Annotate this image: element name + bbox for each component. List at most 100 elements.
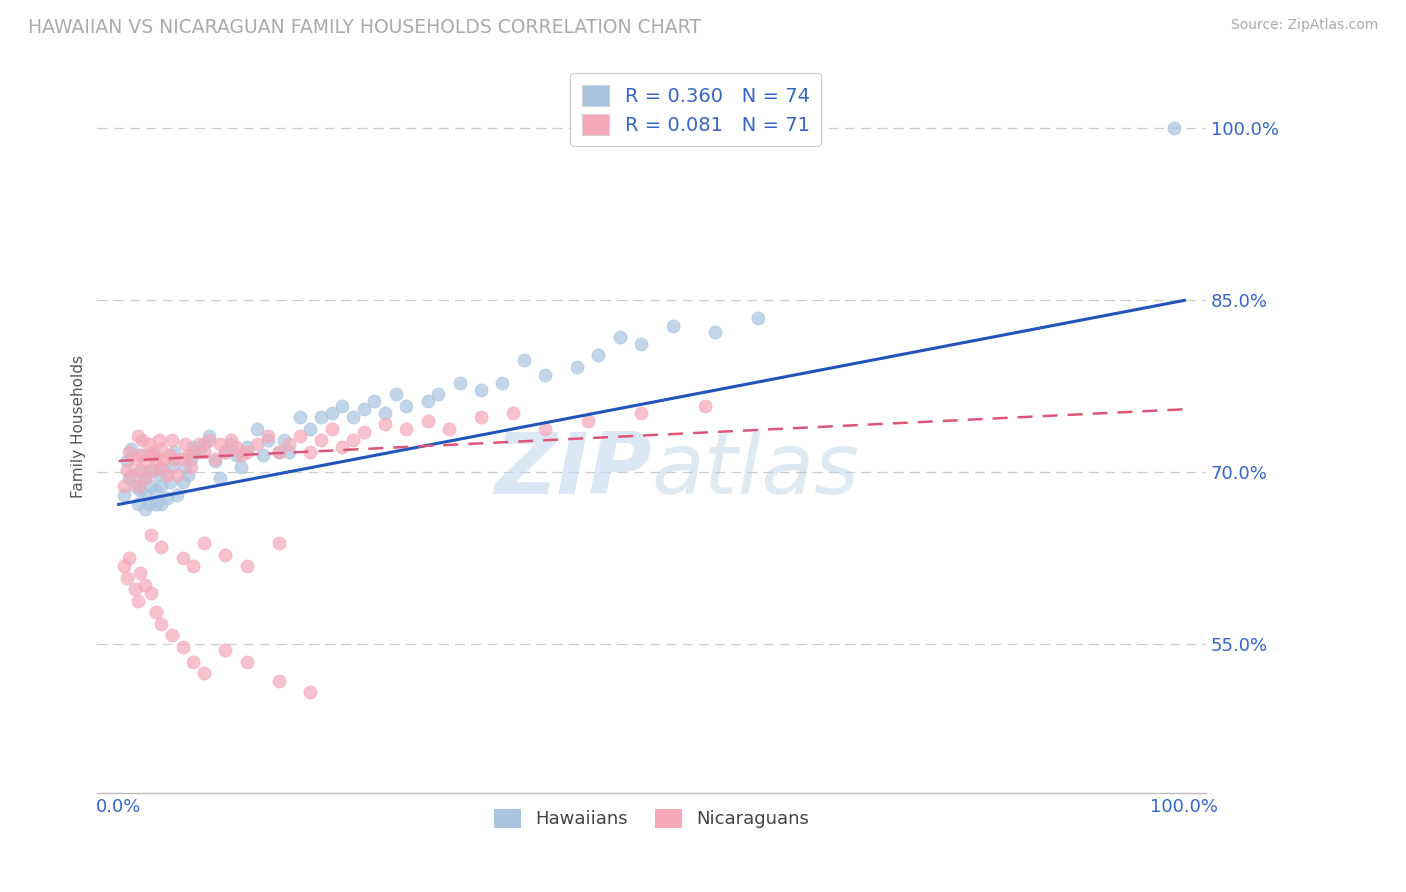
Point: [321, 422, 343, 436]
Point: [142, 463, 165, 477]
Point: [127, 498, 149, 512]
Point: [163, 444, 186, 458]
Point: [129, 463, 152, 477]
Point: [118, 471, 141, 485]
Point: [187, 436, 209, 450]
Point: [129, 483, 152, 497]
Point: [145, 498, 167, 512]
Point: [124, 479, 146, 493]
Point: [257, 428, 280, 442]
Point: [342, 410, 364, 425]
Point: [257, 434, 280, 448]
Point: [267, 673, 290, 688]
Point: [129, 448, 152, 462]
Point: [160, 459, 183, 474]
Point: [231, 448, 253, 462]
Point: [1163, 121, 1185, 136]
Point: [166, 488, 188, 502]
Point: [159, 448, 181, 462]
Point: [470, 410, 492, 425]
Point: [150, 540, 173, 554]
Point: [198, 428, 221, 442]
Point: [118, 444, 141, 458]
Text: HAWAIIAN VS NICARAGUAN FAMILY HOUSEHOLDS CORRELATION CHART: HAWAIIAN VS NICARAGUAN FAMILY HOUSEHOLDS…: [28, 18, 702, 37]
Point: [235, 444, 257, 458]
Point: [246, 436, 269, 450]
Point: [134, 471, 156, 485]
Point: [299, 422, 322, 436]
Point: [273, 434, 295, 448]
Point: [235, 559, 257, 574]
Point: [156, 491, 179, 505]
Point: [576, 414, 599, 428]
Point: [214, 444, 236, 458]
Y-axis label: Family Households: Family Households: [72, 355, 86, 498]
Point: [374, 406, 396, 420]
Point: [534, 368, 557, 382]
Point: [193, 444, 215, 458]
Point: [491, 376, 513, 390]
Point: [309, 434, 332, 448]
Point: [208, 471, 231, 485]
Point: [342, 434, 364, 448]
Point: [470, 383, 492, 397]
Point: [142, 448, 165, 462]
Point: [384, 387, 406, 401]
Point: [139, 528, 162, 542]
Point: [395, 399, 418, 413]
Point: [267, 444, 290, 458]
Point: [112, 479, 135, 493]
Point: [160, 434, 183, 448]
Point: [131, 434, 153, 448]
Text: ZIP: ZIP: [494, 429, 651, 512]
Point: [173, 459, 195, 474]
Point: [127, 593, 149, 607]
Point: [288, 428, 311, 442]
Point: [180, 459, 202, 474]
Point: [193, 536, 215, 550]
Point: [134, 488, 156, 502]
Point: [214, 643, 236, 657]
Point: [252, 448, 274, 462]
Point: [309, 410, 332, 425]
Point: [172, 475, 194, 489]
Point: [120, 467, 142, 482]
Point: [246, 422, 269, 436]
Point: [353, 402, 375, 417]
Point: [145, 451, 167, 466]
Point: [225, 448, 247, 462]
Point: [198, 434, 221, 448]
Point: [172, 640, 194, 654]
Point: [177, 448, 200, 462]
Point: [150, 479, 173, 493]
Point: [416, 414, 439, 428]
Point: [427, 387, 450, 401]
Point: [214, 444, 236, 458]
Point: [152, 451, 174, 466]
Point: [112, 488, 135, 502]
Point: [134, 577, 156, 591]
Point: [173, 436, 195, 450]
Point: [747, 310, 769, 325]
Point: [124, 582, 146, 597]
Point: [172, 451, 194, 466]
Point: [138, 436, 160, 450]
Point: [120, 442, 142, 457]
Point: [321, 406, 343, 420]
Point: [693, 399, 716, 413]
Point: [127, 479, 149, 493]
Point: [150, 498, 173, 512]
Point: [139, 479, 162, 493]
Point: [299, 444, 322, 458]
Point: [180, 451, 202, 466]
Point: [118, 551, 141, 566]
Point: [163, 451, 186, 466]
Text: Source: ZipAtlas.com: Source: ZipAtlas.com: [1230, 18, 1378, 32]
Point: [630, 337, 652, 351]
Point: [112, 559, 135, 574]
Point: [193, 436, 215, 450]
Point: [150, 459, 173, 474]
Point: [145, 483, 167, 497]
Point: [187, 444, 209, 458]
Point: [181, 444, 204, 458]
